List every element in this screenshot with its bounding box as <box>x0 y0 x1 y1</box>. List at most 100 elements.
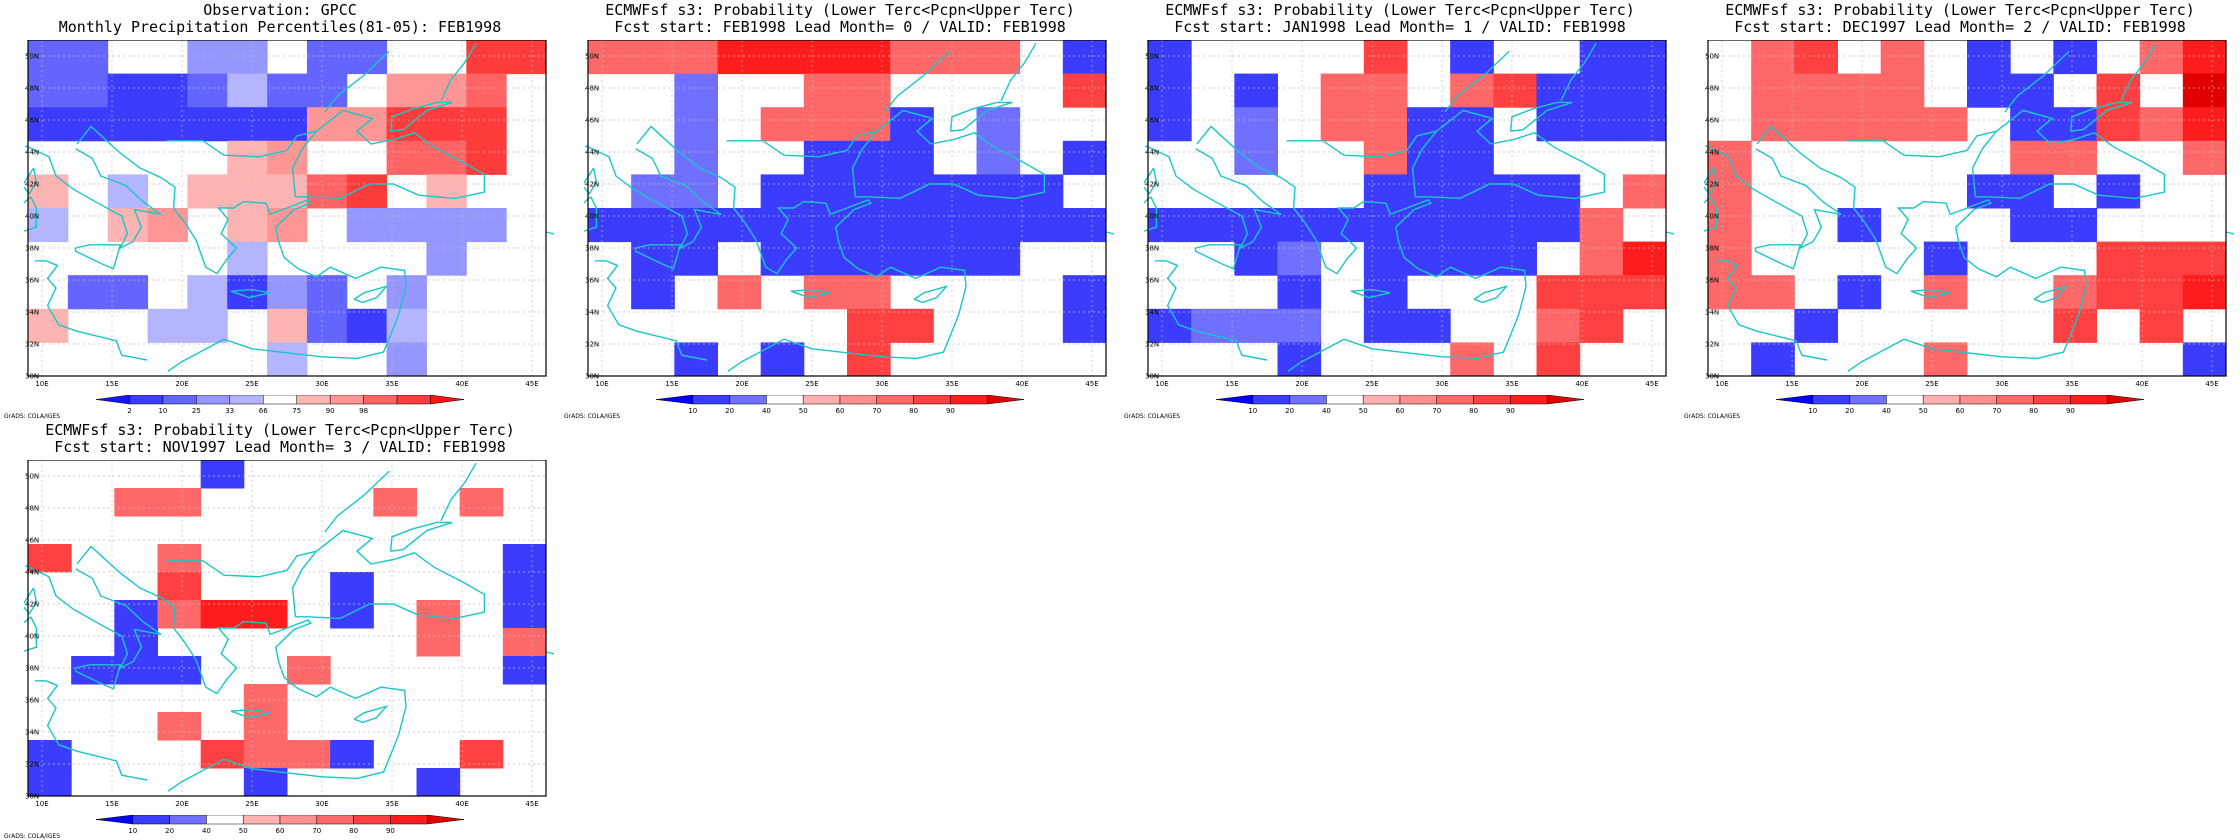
coastline <box>166 130 317 158</box>
map-frame <box>587 40 1107 377</box>
grid-cell <box>2010 73 2054 108</box>
lon-label: 30E <box>1995 380 2008 388</box>
grid-cell <box>760 174 805 209</box>
grid-cell <box>976 140 1021 175</box>
grid-cell <box>1450 342 1494 377</box>
coastline <box>1196 125 1317 241</box>
coastline <box>353 705 389 724</box>
colorbar-tick-label: 40 <box>1322 407 1331 415</box>
colorbar-swatch <box>2033 395 2071 405</box>
coastline <box>1155 260 1268 361</box>
grid-cell <box>114 488 158 517</box>
grid-cell <box>386 308 427 343</box>
coastline <box>913 285 949 304</box>
colorbar-swatch <box>2070 395 2108 405</box>
colorbar-tick-label: 10 <box>688 407 697 415</box>
grid-cell <box>157 572 202 601</box>
coastline <box>636 125 757 241</box>
lon-label: 10E <box>1715 380 1728 388</box>
map-panel: ECMWFsf s3: Probability (Lower Terc<Pcpn… <box>1680 0 2240 420</box>
colorbar-swatch <box>1959 395 1998 405</box>
grid-cell <box>2096 107 2141 142</box>
grid-cell <box>1407 208 1451 243</box>
grid-cell <box>114 600 158 629</box>
grid-cell <box>330 572 374 601</box>
colorbar-swatch <box>95 395 130 405</box>
grads-credit: GrADS: COLA/IGES <box>564 413 621 420</box>
grid-cell <box>1363 308 1408 343</box>
lat-label: 42N <box>1705 181 1719 189</box>
lon-label: 10E <box>1155 380 1168 388</box>
grid-cell <box>1967 40 2011 75</box>
colorbar-swatch <box>1473 395 1511 405</box>
coastline <box>2033 285 2069 304</box>
grid-cell <box>506 40 547 75</box>
lat-label: 50N <box>1705 53 1719 61</box>
grid-cell <box>1794 107 1838 142</box>
grid-cell <box>466 140 507 175</box>
grid-cell <box>107 275 149 310</box>
lat-label: 44N <box>25 569 39 577</box>
grid-cell <box>1062 208 1107 243</box>
grid-cell <box>631 40 675 75</box>
grid-cell <box>157 600 202 629</box>
grid-cell <box>187 174 228 209</box>
grid-cell <box>466 73 507 108</box>
grid-cell <box>243 712 288 741</box>
coastline <box>1444 50 1510 113</box>
colorbar-tick-label: 80 <box>349 827 358 835</box>
coastline <box>324 50 390 113</box>
grid-cell <box>674 107 718 142</box>
lat-label: 36N <box>25 697 39 705</box>
grid-cell <box>1191 308 1235 343</box>
coastline <box>230 288 271 299</box>
grid-cell <box>890 208 934 243</box>
grid-cell <box>267 107 308 142</box>
grid-cell <box>227 73 268 108</box>
map-frame <box>27 460 547 797</box>
grid-cell <box>588 40 632 75</box>
lat-label: 42N <box>585 181 599 189</box>
grid-cell <box>976 208 1021 243</box>
grid-cell <box>890 140 934 175</box>
colorbar-tick-label: 40 <box>1882 407 1891 415</box>
colorbar-tick-label: 20 <box>725 407 734 415</box>
lon-label: 35E <box>1505 380 1518 388</box>
map-panel: ECMWFsf s3: Probability (Lower Terc<Pcpn… <box>1120 0 1680 420</box>
lat-label: 44N <box>1145 149 1159 157</box>
coastline <box>545 231 554 235</box>
grid-cell <box>416 600 461 629</box>
grid-cell <box>267 308 308 343</box>
grid-cell <box>28 208 69 243</box>
lat-label: 34N <box>1705 309 1719 317</box>
coastline <box>324 470 390 533</box>
lat-label: 32N <box>1705 341 1719 349</box>
lon-label: 40E <box>2135 380 2148 388</box>
grid-cell <box>147 308 188 343</box>
grid-cell <box>1880 40 1925 75</box>
grid-cell <box>1148 308 1192 343</box>
coastline <box>440 42 477 102</box>
lat-label: 38N <box>585 245 599 253</box>
colorbar-tick-label: 10 <box>1808 407 1817 415</box>
lat-label: 44N <box>1705 149 1719 157</box>
panel-subtitle: Fcst start: JAN1998 Lead Month= 1 / VALI… <box>1174 18 1626 36</box>
grid-cell <box>674 140 718 175</box>
coastline <box>1756 125 1877 241</box>
lon-label: 30E <box>315 380 328 388</box>
grid-cell <box>1708 241 1752 276</box>
grid-cell <box>2182 140 2227 175</box>
grid-cell <box>502 628 547 657</box>
grid-cell <box>67 275 109 310</box>
coastline <box>1665 231 1674 235</box>
grid-cell <box>1320 73 1365 108</box>
colorbar-swatch <box>396 395 431 405</box>
colorbar-swatch <box>426 815 465 825</box>
grid-cell <box>976 241 1021 276</box>
lon-label: 35E <box>385 380 398 388</box>
grid-cell <box>502 572 547 601</box>
lat-label: 46N <box>25 117 39 125</box>
grid-cell <box>1794 40 1838 75</box>
coastline <box>24 144 162 250</box>
grid-cell <box>1622 40 1667 75</box>
